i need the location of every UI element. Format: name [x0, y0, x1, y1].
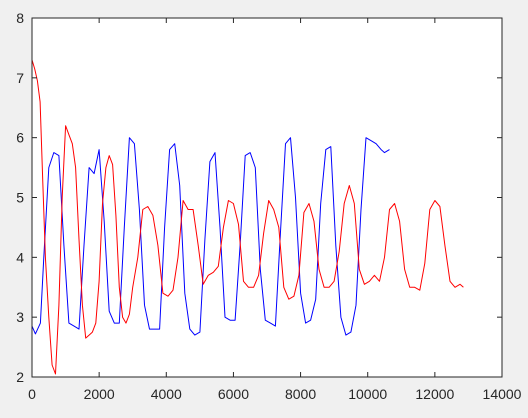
x-tick-label: 2000 [84, 386, 115, 402]
y-tick-label: 6 [16, 130, 24, 146]
x-tick-label: 10000 [348, 386, 387, 402]
x-tick-label: 8000 [285, 386, 316, 402]
y-tick-label: 7 [16, 70, 24, 86]
x-tick-label: 0 [28, 386, 36, 402]
y-tick-label: 4 [16, 249, 24, 265]
x-tick-label: 4000 [151, 386, 182, 402]
y-tick-label: 5 [16, 190, 24, 206]
axis-layer: 0 2000 4000 6000 8000 10000 12000 14000 2 3 4 5 6 7 8 [16, 10, 521, 402]
axes-background [32, 18, 502, 377]
x-tick-label: 14000 [483, 386, 522, 402]
y-tick-label: 2 [16, 369, 24, 385]
x-tick-label: 6000 [218, 386, 249, 402]
y-tick-label: 8 [16, 10, 24, 26]
x-tick-label: 12000 [415, 386, 454, 402]
series-layer [31, 59, 464, 375]
series-line-2 [31, 59, 464, 375]
y-tick-label: 3 [16, 309, 24, 325]
series-line-1 [31, 137, 390, 336]
